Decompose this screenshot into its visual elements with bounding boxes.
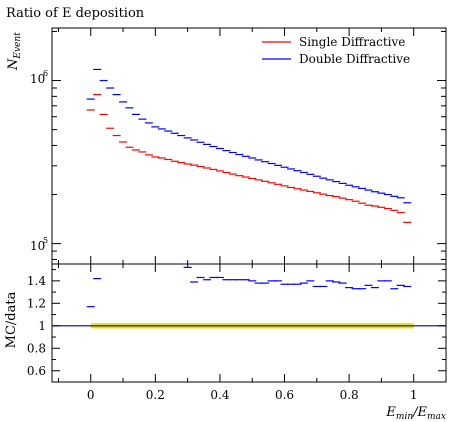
top-panel-ticks (52, 28, 446, 264)
y-tick-label: 1.4 (27, 274, 46, 288)
legend-label-single: Single Diffractive (299, 35, 405, 49)
y-tick-label: 0.8 (27, 341, 46, 355)
x-axis-label-separator: /E (411, 405, 427, 420)
x-tick-label: 0 (87, 388, 95, 402)
y-tick-base: 10 (30, 72, 45, 86)
ratio-panel-series (86, 266, 412, 308)
ratio-x-tick-labels: 0 0.2 0.4 0.6 0.8 1 (87, 388, 418, 402)
svg-text:NEvent: NEvent (6, 32, 23, 71)
y-tick-exponent: 5 (43, 236, 48, 245)
y-tick-label: 1.2 (27, 296, 46, 310)
ratio-y-tick-labels: 0.6 0.8 1 1.2 1.4 (27, 274, 46, 378)
x-axis-label-sub: min (396, 412, 413, 422)
x-axis-label: Emin/Emax (385, 405, 446, 422)
y-tick-label: 0.6 (27, 364, 46, 378)
x-tick-label: 0.2 (146, 388, 165, 402)
x-tick-label: 0.8 (340, 388, 359, 402)
x-tick-label: 0.4 (210, 388, 229, 402)
top-y-axis-label: NEvent (6, 32, 23, 71)
x-axis-label-denominator-sub: max (427, 412, 446, 422)
x-tick-label: 1 (410, 388, 418, 402)
top-panel: 10 5 10 6 NEvent Single Diffractive Doub… (6, 27, 447, 265)
series-ratio (86, 266, 412, 308)
y-tick-label: 1 (38, 319, 46, 333)
legend-label-double: Double Diffractive (299, 52, 410, 66)
x-axis-label-main: E (385, 405, 396, 420)
series-double-diffractive (86, 68, 412, 204)
top-y-tick-label-1e5: 10 5 (30, 236, 48, 253)
svg-text:Emin/Emax: Emin/Emax (385, 405, 446, 422)
ratio-panel-ticks (52, 264, 446, 383)
ratio-panel: 0.6 0.8 1 1.2 1.4 0 0.2 0.4 0.6 0.8 1 MC/data Emi… (4, 263, 447, 422)
top-y-tick-label-1e6: 10 6 (30, 69, 48, 86)
top-panel-series (86, 68, 412, 223)
x-tick-label: 0.6 (275, 388, 294, 402)
series-single-diffractive (86, 94, 412, 223)
chart-title: Ratio of E deposition (6, 6, 145, 21)
y-axis-label-sub: Event (13, 32, 23, 60)
ratio-panel-frame (51, 263, 447, 383)
y-axis-label-main: N (6, 58, 21, 71)
legend: Single Diffractive Double Diffractive (262, 35, 410, 66)
ratio-y-axis-label: MC/data (4, 291, 19, 348)
y-tick-base: 10 (30, 239, 45, 253)
y-tick-exponent: 6 (43, 69, 48, 78)
